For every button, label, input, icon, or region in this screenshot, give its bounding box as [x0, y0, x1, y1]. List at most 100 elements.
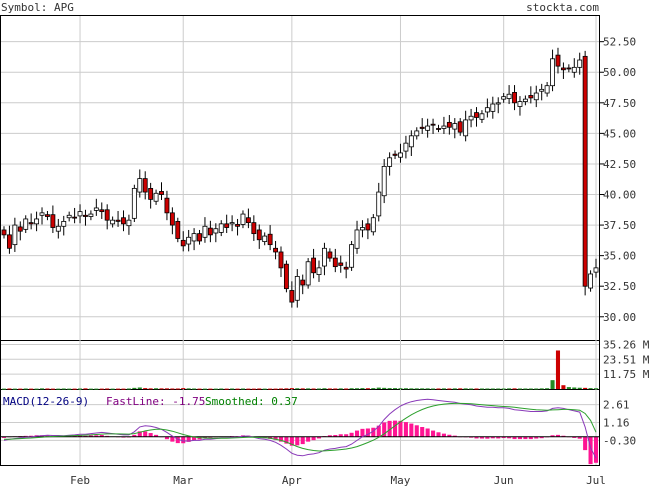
macd-histogram-bar	[170, 436, 175, 442]
volume-bar	[316, 388, 322, 390]
price-candle	[294, 276, 300, 301]
month-tick-label: May	[391, 474, 411, 486]
price-candle	[376, 191, 382, 217]
price-candle	[550, 58, 555, 87]
macd-histogram-bar	[284, 436, 289, 444]
macd-histogram-bar	[278, 436, 284, 442]
price-candle	[99, 209, 105, 213]
volume-bar	[479, 388, 484, 390]
macd-histogram-bar	[338, 434, 343, 437]
volume-bar	[572, 387, 577, 389]
volume-bar	[262, 388, 267, 390]
volume-bar	[496, 388, 501, 390]
volume-bar	[175, 388, 180, 390]
price-candle	[332, 257, 338, 268]
volume-bar	[561, 385, 566, 389]
volume-bar	[322, 388, 327, 390]
volume-bar	[387, 388, 392, 390]
price-candle	[267, 233, 273, 246]
volume-bar	[186, 388, 191, 390]
grid-layer	[1, 16, 599, 465]
price-candle	[414, 130, 420, 137]
price-candle	[419, 126, 425, 129]
macd-histogram-bar	[501, 436, 506, 439]
volume-bar	[284, 388, 289, 390]
price-tick-label: 37.50	[603, 219, 636, 232]
price-candle	[72, 216, 78, 219]
volume-bar	[360, 388, 365, 390]
volume-bar	[202, 388, 207, 390]
price-candle	[153, 192, 159, 202]
macd-histogram-bar	[409, 423, 414, 437]
volume-bar	[132, 387, 137, 389]
price-candle	[484, 107, 490, 113]
volume-bar	[382, 387, 387, 389]
volume-bar	[425, 388, 430, 390]
price-candle	[468, 115, 474, 121]
price-candle	[408, 135, 414, 148]
volume-bar	[398, 388, 403, 390]
volume-bar	[224, 388, 229, 390]
macd-histogram-bar	[452, 435, 457, 437]
macd-histogram-bar	[78, 435, 83, 437]
price-candle	[365, 223, 371, 231]
price-candle	[588, 273, 594, 289]
volume-bar	[154, 388, 159, 390]
price-candle	[77, 211, 83, 217]
volume-bar	[45, 388, 50, 390]
price-candle	[474, 112, 479, 118]
volume-bar	[67, 388, 72, 390]
macd-histogram-bar	[436, 432, 441, 437]
macd-histogram-bar	[327, 435, 332, 437]
macd-histogram-bar	[403, 422, 408, 437]
price-tick-label: 45.00	[603, 127, 636, 140]
volume-bar	[431, 388, 436, 390]
macd-histogram-bar	[354, 430, 360, 437]
volume-bar	[159, 388, 164, 390]
volume-bar	[414, 388, 419, 390]
price-candle	[245, 217, 251, 224]
macd-tick-label: 1.16	[603, 416, 630, 429]
volume-bar	[306, 388, 311, 390]
price-candle	[506, 93, 512, 99]
price-candle	[577, 59, 583, 68]
macd-histogram-bar	[583, 436, 588, 451]
price-candle	[392, 153, 398, 156]
volume-bar	[273, 388, 278, 390]
macd-histogram-bar	[376, 425, 381, 437]
price-candle	[251, 222, 257, 235]
volume-bar	[566, 387, 571, 389]
volume-bar	[18, 388, 23, 390]
price-candle	[381, 165, 387, 197]
price-tick-label: 35.00	[603, 250, 636, 263]
volume-bar	[550, 380, 555, 389]
price-candle	[235, 224, 240, 227]
macd-smoothed-line	[4, 402, 597, 452]
price-candle	[452, 123, 458, 130]
volume-bar	[517, 388, 522, 390]
macd-histogram-bar	[360, 428, 365, 437]
macd-histogram-bar	[181, 436, 186, 444]
price-candle	[28, 222, 34, 225]
macd-histogram-bar	[425, 428, 430, 437]
price-candle	[23, 218, 29, 230]
price-candle	[197, 233, 202, 242]
macd-histogram-bar	[588, 436, 593, 465]
volume-bar	[34, 388, 39, 390]
macd-histogram-bar	[441, 433, 446, 437]
price-candle	[34, 218, 40, 225]
volume-bar	[121, 388, 126, 390]
month-tick-label: Jul	[586, 474, 606, 486]
macd-histogram-bar	[289, 436, 294, 446]
volume-bar	[447, 388, 452, 390]
volume-bar	[436, 388, 441, 390]
price-candle	[93, 207, 99, 211]
volume-bar	[490, 388, 495, 390]
price-candle	[61, 221, 67, 227]
price-candle	[522, 98, 528, 102]
macd-histogram-bar	[365, 428, 370, 437]
volume-bar	[72, 388, 77, 390]
price-candle	[213, 228, 219, 234]
volume-bar	[420, 388, 425, 390]
